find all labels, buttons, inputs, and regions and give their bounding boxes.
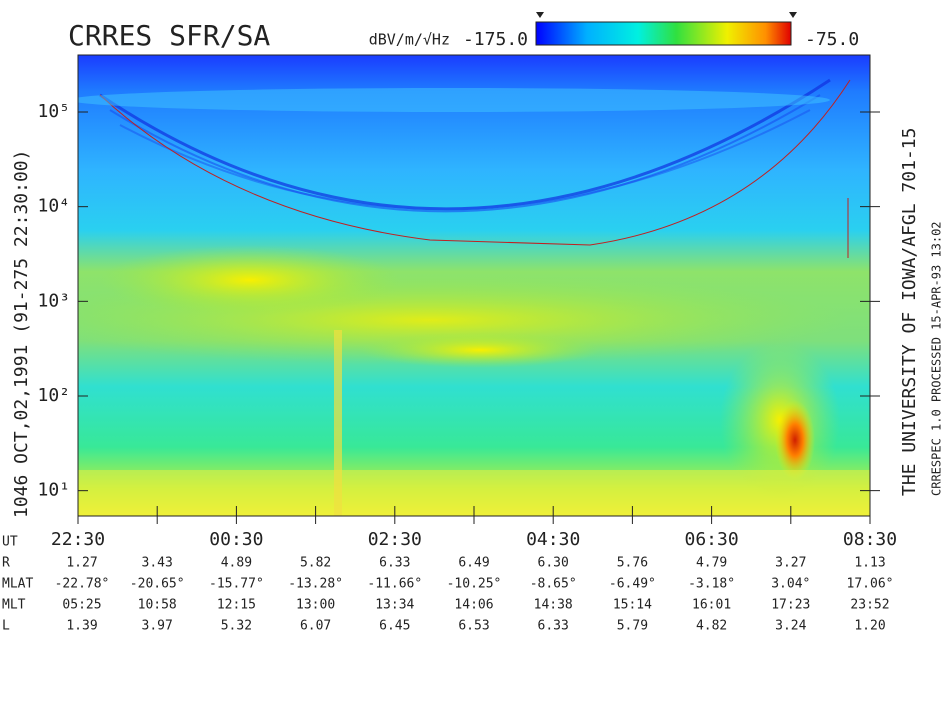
ephemeris-value: 13:00 xyxy=(296,598,335,613)
y-tick-label: 10¹ xyxy=(37,480,70,501)
ephemeris-value: 1.27 xyxy=(66,556,97,571)
ephemeris-row-label: MLT xyxy=(2,598,26,613)
ephemeris-value: 3.04° xyxy=(771,577,810,592)
colorbar-unit: dBV/m/√Hz xyxy=(369,31,450,49)
ephemeris-value: 1.20 xyxy=(854,619,885,634)
ephemeris-value: 6.45 xyxy=(379,619,410,634)
ephemeris-value: 5.76 xyxy=(617,556,648,571)
ephemeris-value: 5.82 xyxy=(300,556,331,571)
ephemeris-value: -3.18° xyxy=(688,577,735,592)
ephemeris-row-label: L xyxy=(2,619,10,634)
x-tick-label: 02:30 xyxy=(368,529,422,550)
ephemeris-value: 4.79 xyxy=(696,556,727,571)
ephemeris-value: -8.65° xyxy=(530,577,577,592)
ephemeris-value: 10:58 xyxy=(138,598,177,613)
y-tick-label: 10² xyxy=(37,385,70,406)
ephemeris-value: -22.78° xyxy=(55,577,110,592)
ephemeris-value: 6.33 xyxy=(538,619,569,634)
ephemeris-value: 17.06° xyxy=(847,577,894,592)
ephemeris-value: 3.97 xyxy=(142,619,173,634)
ephemeris-value: 17:23 xyxy=(771,598,810,613)
ephemeris-value: 12:15 xyxy=(217,598,256,613)
ephemeris-value: 13:34 xyxy=(375,598,414,613)
ephemeris-value: 3.43 xyxy=(142,556,173,571)
ephemeris-value: 6.07 xyxy=(300,619,331,634)
ephemeris-value: 1.13 xyxy=(854,556,885,571)
ephemeris-value: 4.89 xyxy=(221,556,252,571)
chart-title: CRRES SFR/SA xyxy=(68,19,270,52)
ephemeris-value: -13.28° xyxy=(288,577,343,592)
x-tick-label: 04:30 xyxy=(526,529,580,550)
ephemeris-value: 5.32 xyxy=(221,619,252,634)
colorbar-marker xyxy=(536,12,797,18)
right-note: CRRESPEC 1.0 PROCESSED 15-APR-93 13:02 xyxy=(930,221,944,496)
ephemeris-value: 14:38 xyxy=(534,598,573,613)
ephemeris-value: -10.25° xyxy=(447,577,502,592)
y-tick-label: 10⁵ xyxy=(37,101,70,122)
x-axis-label: UT xyxy=(2,535,18,550)
ephemeris-value: 6.33 xyxy=(379,556,410,571)
ephemeris-value: 6.49 xyxy=(458,556,489,571)
ephemeris-row-label: MLAT xyxy=(2,577,33,592)
y-tick-label: 10⁴ xyxy=(37,196,70,217)
y-tick-label: 10³ xyxy=(37,290,70,311)
ephemeris-value: 3.24 xyxy=(775,619,806,634)
spectrogram-image xyxy=(78,55,870,516)
ephemeris-value: 3.27 xyxy=(775,556,806,571)
x-tick-label: 22:30 xyxy=(51,529,105,550)
ephemeris-value: 16:01 xyxy=(692,598,731,613)
ephemeris-value: 05:25 xyxy=(62,598,101,613)
colorbar-max: -75.0 xyxy=(805,29,859,50)
ephemeris-value: 14:06 xyxy=(454,598,493,613)
colorbar-min: -175.0 xyxy=(463,29,528,50)
ephemeris-value: -6.49° xyxy=(609,577,656,592)
x-tick-label: 00:30 xyxy=(209,529,263,550)
ephemeris-value: 6.30 xyxy=(538,556,569,571)
ephemeris-value: 23:52 xyxy=(850,598,889,613)
ephemeris-value: 6.53 xyxy=(458,619,489,634)
ephemeris-row-label: R xyxy=(2,556,10,571)
ephemeris-value: 15:14 xyxy=(613,598,652,613)
ephemeris-value: -15.77° xyxy=(209,577,264,592)
ephemeris-value: 5.79 xyxy=(617,619,648,634)
ephemeris-value: -20.65° xyxy=(130,577,185,592)
right-label: THE UNIVERSITY OF IOWA/AFGL 701-15 xyxy=(899,128,920,496)
ephemeris-value: -11.66° xyxy=(367,577,422,592)
y-axis-label: 1046 OCT,02,1991 (91-275 22:30:00) xyxy=(11,150,32,518)
ephemeris-value: 4.82 xyxy=(696,619,727,634)
x-tick-label: 08:30 xyxy=(843,529,897,550)
colorbar xyxy=(535,21,792,46)
ephemeris-value: 1.39 xyxy=(66,619,97,634)
x-tick-label: 06:30 xyxy=(685,529,739,550)
